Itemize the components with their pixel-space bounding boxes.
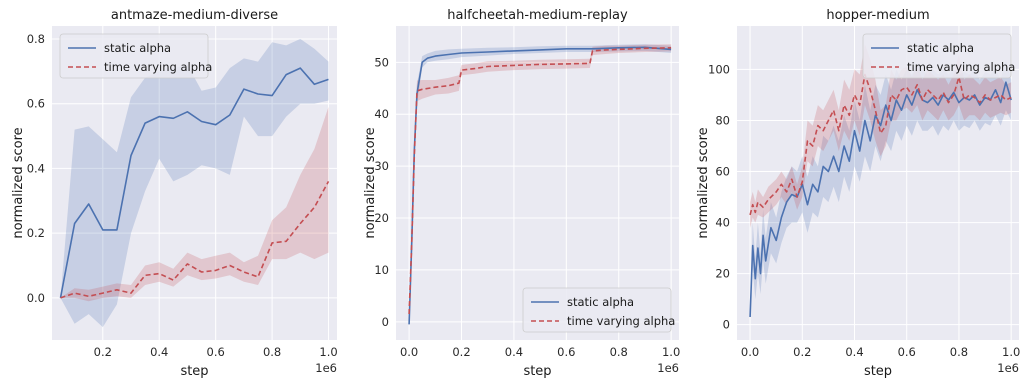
panel-title: halfcheetah-medium-replay bbox=[447, 8, 628, 23]
y-tick-label: 20 bbox=[715, 267, 730, 281]
y-tick-label: 20 bbox=[374, 211, 389, 225]
x-tick-label: 0.8 bbox=[610, 345, 628, 359]
band-time-varying-alpha bbox=[60, 106, 329, 302]
x-offset-text: 1e6 bbox=[997, 361, 1019, 375]
legend-label: time varying alpha bbox=[567, 314, 675, 328]
legend-label: time varying alpha bbox=[907, 60, 1015, 74]
legend-box bbox=[522, 287, 672, 333]
x-tick-label: 0.4 bbox=[150, 345, 168, 359]
data-layer bbox=[749, 43, 1012, 318]
y-tick-label: 60 bbox=[715, 165, 730, 179]
x-tick-label: 0.2 bbox=[94, 345, 112, 359]
legend: static alpha time varying alpha bbox=[522, 287, 675, 333]
y-tick-label: 100 bbox=[708, 62, 730, 76]
x-offset-text: 1e6 bbox=[315, 361, 337, 375]
line-static-alpha bbox=[749, 81, 1012, 318]
legend-label: static alpha bbox=[907, 41, 974, 55]
panel-antmaze-medium-diverse: 0.2 0.4 0.6 0.8 1.0 0.0 0.2 0.4 0.6 0.8 step normal… bbox=[11, 8, 338, 379]
x-tick-label: 0.6 bbox=[557, 345, 575, 359]
y-tick-label: 0.6 bbox=[27, 97, 45, 111]
panel-halfcheetah-medium-replay: 0.0 0.2 0.4 0.6 0.8 1.0 0 10 20 30 40 50 step normali… bbox=[363, 8, 680, 379]
y-tick-label: 10 bbox=[374, 263, 389, 277]
line-static-alpha bbox=[59, 67, 329, 299]
y-tick-label: 40 bbox=[715, 216, 730, 230]
y-tick-label: 30 bbox=[374, 159, 389, 173]
legend: static alpha time varying alpha bbox=[862, 33, 1015, 79]
legend-box bbox=[59, 33, 209, 79]
legend-label: static alpha bbox=[104, 41, 171, 55]
x-tick-label: 1.0 bbox=[662, 345, 680, 359]
x-tick-label: 0.0 bbox=[741, 345, 759, 359]
panel-hopper-medium: 0.0 0.2 0.4 0.6 0.8 1.0 0 20 40 60 80 100 step normal… bbox=[696, 8, 1020, 379]
band-static-alpha bbox=[60, 38, 329, 328]
y-tick-label: 40 bbox=[374, 107, 389, 121]
x-axis-label: step bbox=[523, 364, 551, 379]
x-axis-label: step bbox=[864, 364, 892, 379]
x-tick-label: 1.0 bbox=[1002, 345, 1020, 359]
y-tick-label: 0.4 bbox=[27, 161, 45, 175]
y-tick-label: 50 bbox=[374, 55, 389, 69]
x-tick-label: 0.8 bbox=[263, 345, 281, 359]
band-static-alpha bbox=[750, 59, 1012, 317]
line-time-varying-alpha bbox=[408, 47, 672, 315]
y-tick-label: 0 bbox=[382, 315, 389, 329]
x-tick-label: 0.4 bbox=[845, 345, 863, 359]
y-tick-label: 80 bbox=[715, 113, 730, 127]
panel-title: antmaze-medium-diverse bbox=[111, 8, 278, 23]
x-tick-label: 1.0 bbox=[319, 345, 337, 359]
legend-box bbox=[862, 33, 1012, 79]
band-time-varying-alpha bbox=[750, 43, 1012, 228]
y-tick-label: 0 bbox=[723, 318, 730, 332]
y-tick-label: 0.0 bbox=[27, 291, 45, 305]
data-layer bbox=[59, 38, 330, 328]
x-tick-label: 0.4 bbox=[505, 345, 523, 359]
x-tick-label: 0.6 bbox=[207, 345, 225, 359]
x-tick-label: 0.6 bbox=[898, 345, 916, 359]
y-tick-label: 0.8 bbox=[27, 32, 45, 46]
x-tick-label: 0.2 bbox=[793, 345, 811, 359]
x-axis-label: step bbox=[180, 364, 208, 379]
y-axis-label: normalized score bbox=[696, 127, 711, 238]
line-time-varying-alpha bbox=[749, 73, 1012, 216]
x-tick-label: 0.0 bbox=[400, 345, 418, 359]
legend-label: static alpha bbox=[567, 295, 634, 309]
x-offset-text: 1e6 bbox=[657, 361, 679, 375]
legend: static alpha time varying alpha bbox=[59, 33, 212, 79]
y-tick-label: 0.2 bbox=[27, 226, 45, 240]
x-tick-label: 0.2 bbox=[452, 345, 470, 359]
data-layer bbox=[408, 44, 672, 325]
line-time-varying-alpha bbox=[60, 181, 330, 299]
y-axis-label: normalized score bbox=[11, 127, 26, 238]
legend-label: time varying alpha bbox=[104, 60, 212, 74]
x-tick-label: 0.8 bbox=[950, 345, 968, 359]
panel-title: hopper-medium bbox=[826, 8, 929, 23]
y-axis-label: normalized score bbox=[363, 127, 378, 238]
